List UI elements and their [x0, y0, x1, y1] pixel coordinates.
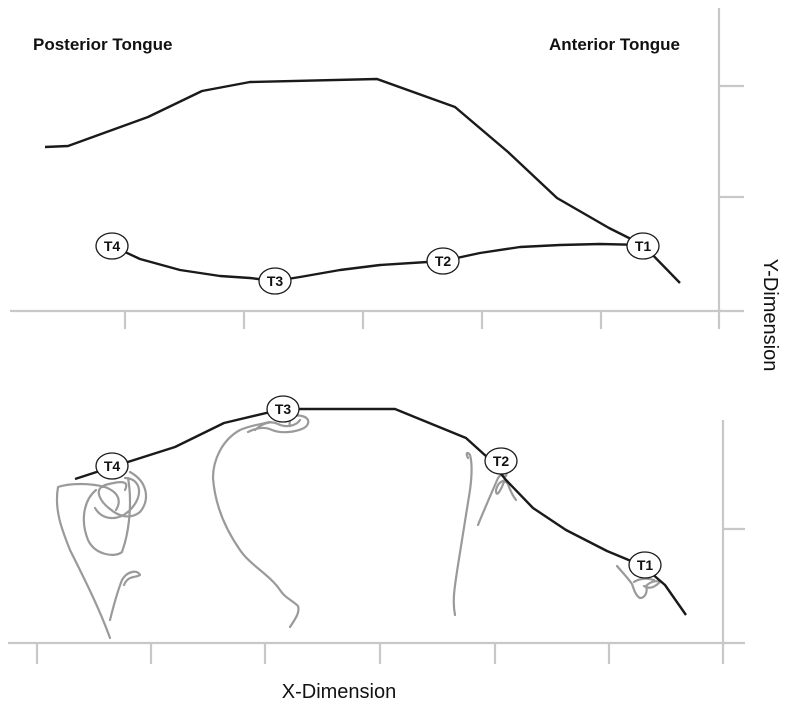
bottom-sensor-t3: T3 — [266, 395, 300, 423]
x-axis-label: X-Dimension — [282, 681, 396, 703]
top-sensor-t2-label: T2 — [435, 253, 452, 269]
t4-trace — [55, 470, 148, 640]
bottom-tongue-contour — [74, 407, 687, 616]
top-upper-contour — [44, 77, 681, 284]
y-axis-label: Y-Dimension — [759, 259, 781, 372]
top-sensor-t2: T2 — [426, 247, 460, 275]
bottom-sensor-t1-label: T1 — [637, 557, 654, 573]
bottom-sensor-t4-label: T4 — [104, 458, 121, 474]
top-sensor-t3-label: T3 — [267, 273, 284, 289]
top-sensor-t4-label: T4 — [104, 238, 121, 254]
t1-trace — [615, 564, 662, 600]
anterior-tongue-label: Anterior Tongue — [549, 35, 680, 54]
bottom-sensor-t2: T2 — [484, 447, 518, 475]
top-sensor-t1-label: T1 — [635, 238, 652, 254]
t3-trace — [211, 414, 310, 629]
top-y-ticks — [719, 84, 744, 313]
top-sensor-t3: T3 — [258, 267, 292, 295]
top-sensor-t1: T1 — [626, 232, 660, 260]
bottom-y-ticks — [723, 527, 745, 645]
posterior-tongue-label: Posterior Tongue — [33, 35, 172, 54]
top-lower-contour — [111, 242, 644, 283]
t2-trace — [452, 451, 518, 617]
bottom-sensor-t3-label: T3 — [275, 401, 292, 417]
bottom-panel: T4 T3 T2 T1 — [8, 395, 745, 664]
top-sensor-t4: T4 — [95, 232, 129, 260]
bottom-sensor-t2-label: T2 — [493, 453, 510, 469]
top-x-ticks — [123, 311, 721, 329]
bottom-sensor-t1: T1 — [628, 551, 662, 579]
top-panel: Posterior Tongue Anterior Tongue T4 T3 T… — [10, 8, 744, 329]
bottom-sensor-t4: T4 — [95, 452, 129, 480]
sensor-traces — [55, 414, 662, 640]
bottom-x-ticks — [35, 643, 725, 664]
